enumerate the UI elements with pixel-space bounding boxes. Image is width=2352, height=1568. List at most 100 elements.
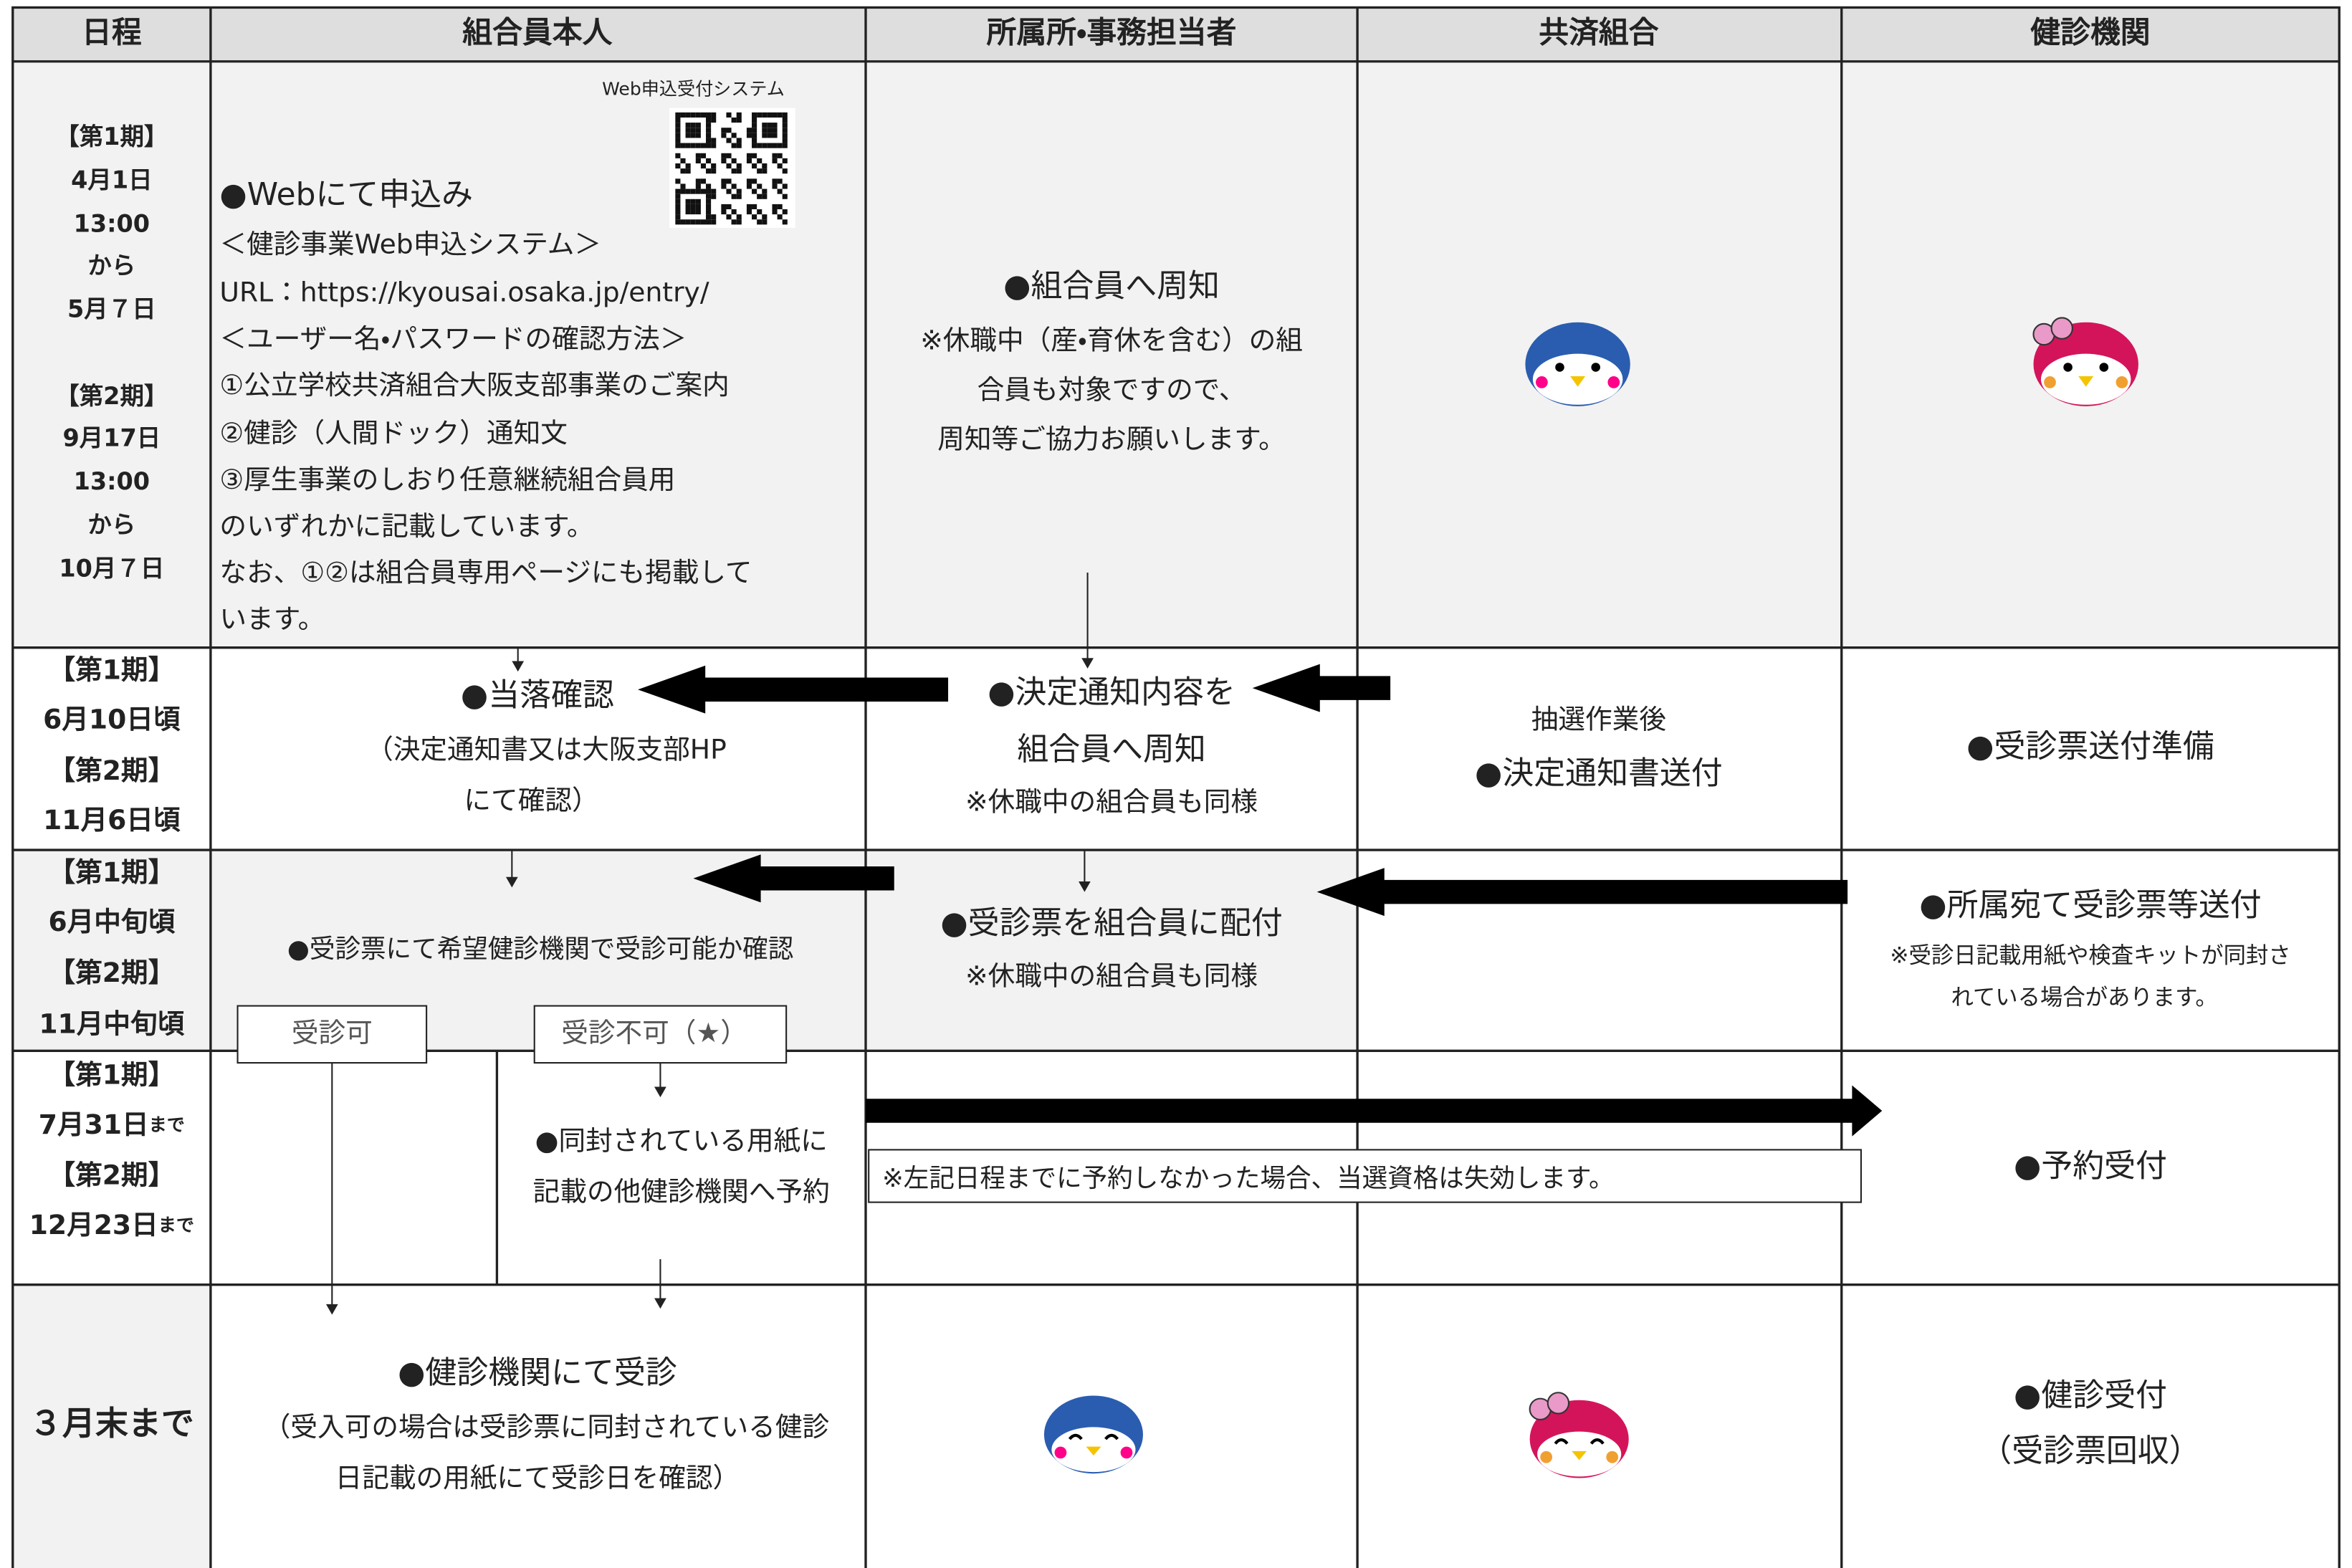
qr-module [695,183,701,189]
schedule-text: 7月31日まで [39,1108,185,1139]
schedule-text: 【第2期】 [55,382,168,410]
qr-module [726,138,732,143]
cell-title: ●受診票を組合員に配付 [940,905,1282,942]
qr-module [695,188,701,194]
qr-module [706,188,712,194]
qr-module [772,153,778,158]
cell-title: ●当落確認 [461,677,614,714]
qr-module [762,188,768,194]
schedule-text: 5月７日 [67,295,156,322]
mascot [1043,1395,1143,1474]
backgrounds [12,7,2340,1568]
qr-module [695,123,701,128]
qr-module [757,193,763,199]
qr-module [777,178,783,184]
cell-text: ③厚生事業のしおり任意継続組合員用 [219,464,675,495]
qr-module [746,128,752,133]
schedule-text: 【第2期】 [48,1160,175,1191]
qr-module [700,153,707,158]
qr-module [752,163,757,169]
qr-module [685,163,691,169]
qr-module [675,219,681,225]
cell-text: 組合員へ周知 [1017,731,1205,768]
qr-module [746,178,752,184]
qr-module [685,128,691,133]
schedule-text: 【第1期】 [48,856,175,888]
mascot [2032,317,2138,406]
qr-module [746,158,752,164]
cell-title: ●健診機関にて受診 [398,1354,677,1391]
qr-module [757,112,763,118]
qr-module [706,117,712,123]
qr-module [690,199,696,204]
qr-module [675,193,681,199]
cell-text: にて確認） [464,785,598,816]
cell-text: （受入可の場合は受診票に同封されている健診 [264,1411,829,1443]
qr-module [782,143,788,148]
qr-module [675,117,681,123]
qr-module [706,158,712,164]
qr-module [700,178,707,184]
cell-text: 周知等ご協力お願いします。 [937,423,1286,454]
schedule-text: 6月10日頃 [43,704,181,735]
qr-module [675,163,681,169]
qr-module [695,204,701,210]
qr-module [752,123,757,128]
qr-module [690,209,696,215]
qr-module [675,209,681,215]
qr-module [675,204,681,210]
qr-module [680,112,686,118]
qr-module [752,153,757,158]
qr-module [700,112,707,118]
qr-module [762,123,768,128]
option-box [533,1005,788,1064]
qr-module [706,168,712,174]
qr-module [711,138,717,143]
qr-module [736,117,742,123]
cell-text: います。 [219,603,325,634]
qr-module [762,133,768,138]
qr-module [782,158,788,164]
qr-module [777,204,783,210]
qr-module [711,117,717,123]
schedule-text: 【第2期】 [48,755,175,786]
qr-module [731,143,737,148]
schedule-suffix: まで [158,1215,194,1235]
qr-module [762,168,768,174]
qr-module [782,193,788,199]
qr-module [690,219,696,225]
qr-module [675,188,681,194]
schedule-text: 【第2期】 [48,957,175,988]
qr-module [752,133,757,138]
qr-module [752,128,757,133]
qr-module [752,204,757,210]
qr-module [731,168,737,174]
qr-module [711,112,717,118]
qr-module [721,158,727,164]
qr-module [767,133,773,138]
qr-module [680,188,686,194]
qr-module [782,219,788,225]
qr-module [777,214,783,220]
cell-text: （受診票回収） [1980,1433,2200,1469]
cell-text: ※受診日記載用紙や検査キットが同封さ [1890,943,2290,969]
qr-module [685,143,691,148]
qr-module [690,123,696,128]
qr-module [685,209,691,215]
cell-text: ②健診（人間ドック）通知文 [219,417,567,449]
qr-module [706,204,712,210]
qr-module [782,183,788,189]
cell-text: ※休職中（産・育休を含む）の組 [920,324,1303,355]
cell-title: ●受診票送付準備 [1966,728,2214,765]
schedule-text: 6月中旬頃 [48,906,175,937]
qr-module [752,214,757,220]
qr-module [752,188,757,194]
thin-arrows [325,573,1094,1315]
qr-module [685,133,691,138]
qr-module [762,219,768,225]
qr-module [762,214,768,220]
qr-module [685,199,691,204]
schedule-text: から [87,252,135,279]
header-cell: 健診機関 [2030,15,2150,50]
